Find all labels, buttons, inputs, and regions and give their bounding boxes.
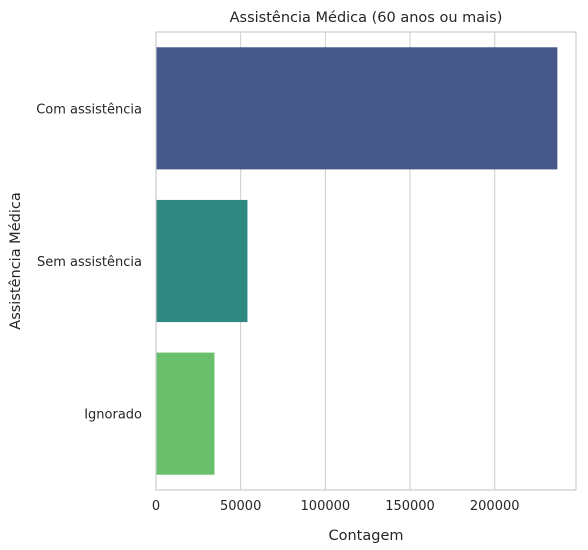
x-tick-label: 200000 (470, 499, 520, 514)
x-axis-ticks: 0 50000 100000 150000 200000 (152, 499, 520, 514)
chart-title: Assistência Médica (60 anos ou mais) (230, 10, 503, 26)
y-tick-label: Ignorado (84, 408, 142, 423)
y-tick-label: Com assistência (36, 102, 142, 117)
y-axis-ticks: Com assistência Sem assistência Ignorado (36, 102, 142, 422)
y-axis-label: Assistência Médica (8, 192, 24, 329)
bar (156, 199, 248, 323)
bars (156, 47, 558, 475)
x-tick-label: 50000 (220, 499, 261, 514)
x-tick-label: 0 (152, 499, 160, 514)
bar (156, 47, 558, 170)
bar (156, 352, 215, 475)
y-tick-label: Sem assistência (37, 255, 142, 270)
x-tick-label: 150000 (385, 499, 435, 514)
x-tick-label: 100000 (301, 499, 351, 514)
plot-frame (155, 31, 577, 491)
x-axis-label: Contagem (328, 528, 403, 544)
